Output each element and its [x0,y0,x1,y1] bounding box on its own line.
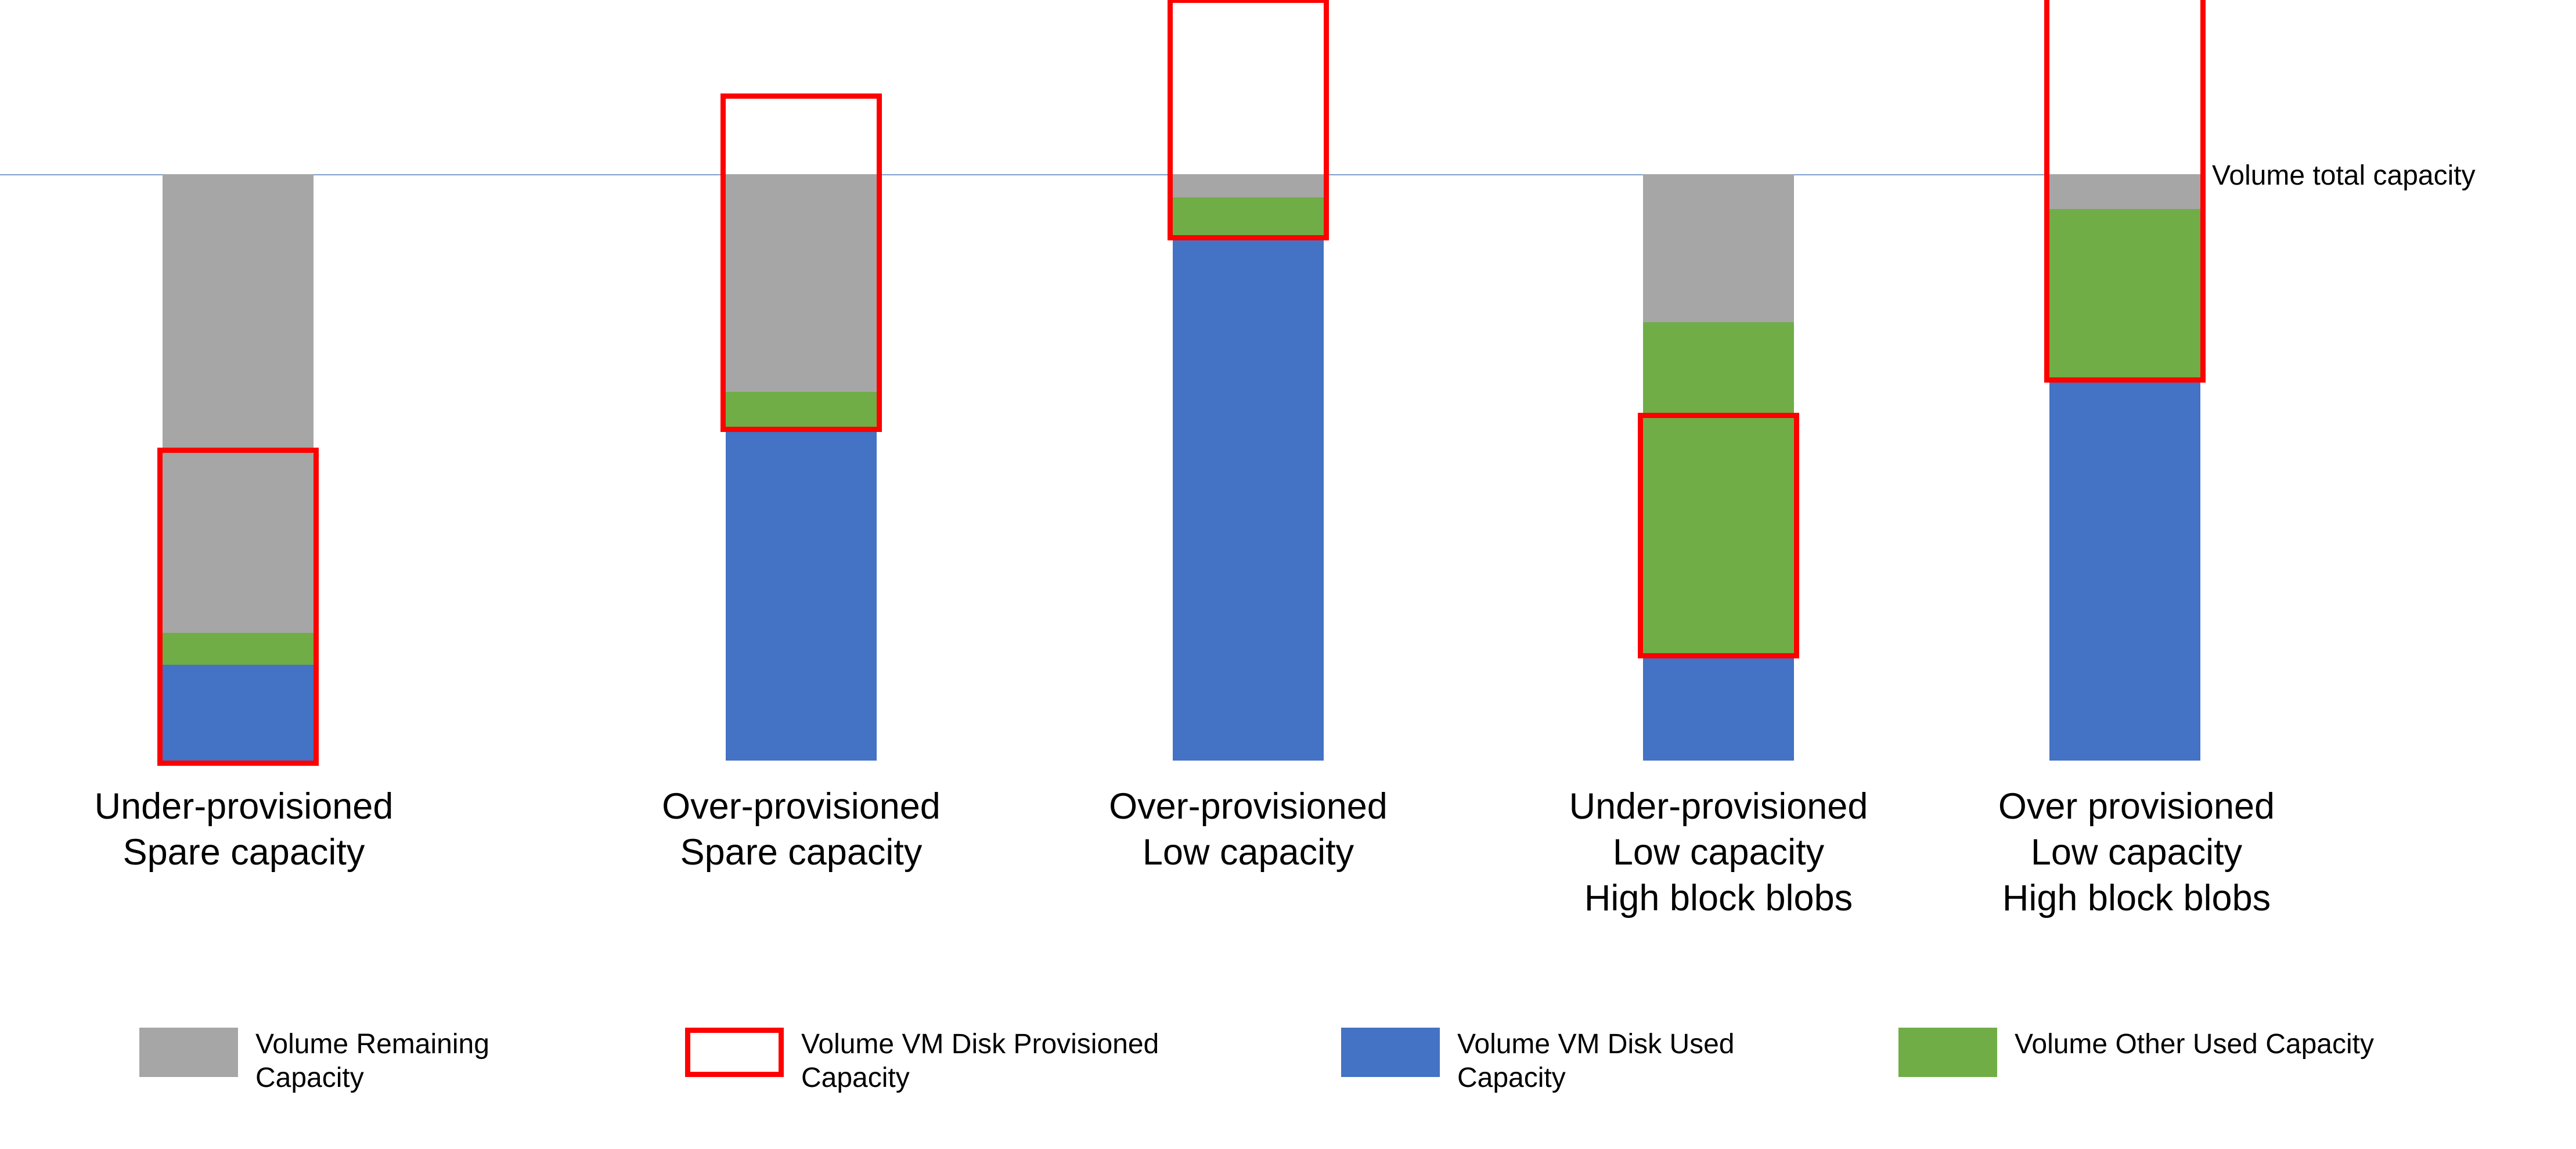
legend-item-provisioned: Volume VM Disk ProvisionedCapacity [685,1028,1159,1094]
bar-1-provisioned-box [157,448,319,766]
legend-label-line: Volume VM Disk Used [1457,1028,1735,1061]
bar-3-label-line: Low capacity [1068,830,1428,876]
bar-3-provisioned-box [1168,0,1329,240]
bar-4-seg-remaining [1643,174,1794,322]
bar-3-seg-vm_used [1173,235,1324,761]
bar-4-label-line: Under-provisioned [1533,784,1904,830]
legend-swatch-remaining [139,1028,238,1077]
bar-5-label-line: Low capacity [1957,830,2316,876]
legend-label-line: Volume VM Disk Provisioned [801,1028,1159,1061]
legend-label-other_used: Volume Other Used Capacity [2015,1028,2374,1061]
bar-3-label: Over-provisionedLow capacity [1068,784,1428,876]
legend-label-provisioned: Volume VM Disk ProvisionedCapacity [801,1028,1159,1094]
capacity-diagram: Volume total capacityUnder-provisionedSp… [0,0,2576,1149]
bar-5-provisioned-box [2044,0,2206,383]
legend-swatch-vm_used [1341,1028,1440,1077]
total-capacity-label: Volume total capacity [2212,160,2476,192]
legend-label-line: Capacity [1457,1061,1735,1095]
bar-4-provisioned-box [1638,413,1799,658]
bar-4-label: Under-provisionedLow capacityHigh block … [1533,784,1904,921]
bar-4-label-line: Low capacity [1533,830,1904,876]
total-capacity-line [0,174,2200,175]
legend-label-remaining: Volume RemainingCapacity [255,1028,489,1094]
bar-1-label: Under-provisionedSpare capacity [64,784,424,876]
bar-4-seg-vm_used [1643,653,1794,761]
legend-swatch-provisioned [685,1028,784,1077]
bar-5-label-line: High block blobs [1957,876,2316,921]
bar-2-label-line: Spare capacity [621,830,981,876]
bar-4-label-line: High block blobs [1533,876,1904,921]
legend-label-vm_used: Volume VM Disk UsedCapacity [1457,1028,1735,1094]
bar-2-label: Over-provisionedSpare capacity [621,784,981,876]
legend-label-line: Volume Other Used Capacity [2015,1028,2374,1061]
bar-1-label-line: Spare capacity [64,830,424,876]
legend-label-line: Volume Remaining [255,1028,489,1061]
legend-item-remaining: Volume RemainingCapacity [139,1028,489,1094]
legend-label-line: Capacity [255,1061,489,1095]
bar-5-seg-vm_used [2049,377,2200,761]
legend-label-line: Capacity [801,1061,1159,1095]
bar-2-seg-vm_used [726,427,877,761]
bar-1-label-line: Under-provisioned [64,784,424,830]
legend-item-other_used: Volume Other Used Capacity [1898,1028,2374,1077]
legend-item-vm_used: Volume VM Disk UsedCapacity [1341,1028,1735,1094]
legend-swatch-other_used [1898,1028,1997,1077]
bar-3-label-line: Over-provisioned [1068,784,1428,830]
bar-5-label: Over provisionedLow capacityHigh block b… [1957,784,2316,921]
bar-5-label-line: Over provisioned [1957,784,2316,830]
bar-2-label-line: Over-provisioned [621,784,981,830]
bar-2-provisioned-box [720,93,882,432]
